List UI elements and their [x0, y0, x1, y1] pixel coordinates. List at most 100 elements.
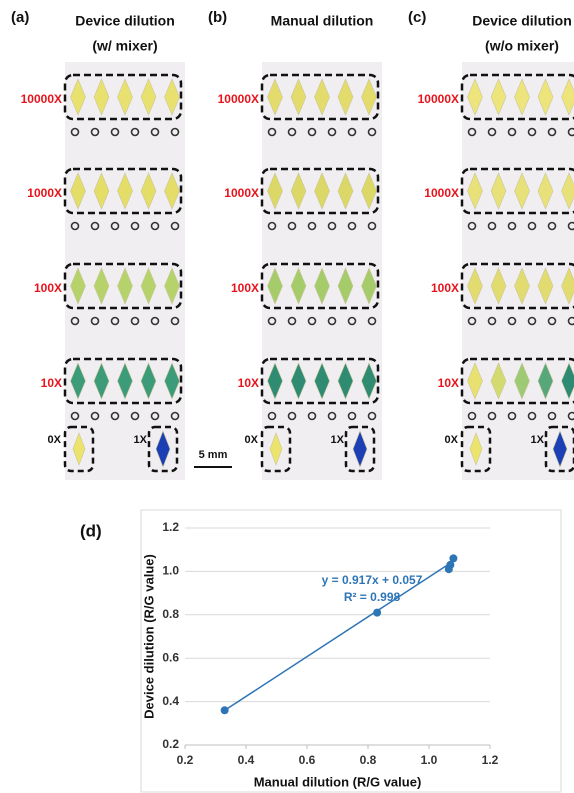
hole: [110, 127, 120, 137]
chamber: [93, 362, 110, 400]
hole: [307, 127, 317, 137]
chamber: [537, 78, 554, 116]
chamber: [164, 172, 180, 210]
chamber: [514, 78, 530, 116]
hole: [467, 411, 477, 421]
x-tick-label: 0.8: [360, 753, 377, 767]
hole: [307, 411, 317, 421]
zero-label: 0X: [48, 434, 62, 446]
chamber: [467, 172, 483, 210]
hole: [130, 127, 140, 137]
trendline: [224, 560, 454, 711]
chamber: [290, 267, 307, 305]
zero-box: [460, 425, 492, 473]
hole: [327, 221, 337, 231]
x-tick-label: 1.0: [421, 753, 438, 767]
hole: [527, 411, 537, 421]
chamber: [561, 78, 574, 116]
zero-box: [260, 425, 292, 473]
chamber: [337, 267, 354, 305]
hole: [287, 127, 297, 137]
one-box: [344, 425, 376, 473]
trend-r2: R² = 0.998: [344, 590, 401, 604]
row-box: [63, 167, 183, 215]
y-tick-label: 0.6: [162, 650, 179, 664]
panel-label: (a): [11, 9, 29, 26]
hole: [567, 127, 574, 137]
row-box: [460, 167, 574, 215]
row-box: [260, 357, 380, 405]
hole: [150, 316, 160, 326]
hole: [347, 221, 357, 231]
trend-equation: y = 0.917x + 0.057: [322, 573, 423, 587]
hole: [527, 316, 537, 326]
panel-title: Manual dilution: [271, 13, 374, 29]
chamber: [140, 362, 157, 400]
chamber: [314, 78, 330, 116]
row-label: 10000X: [418, 92, 459, 106]
photo-panel: [460, 62, 574, 480]
chamber: [93, 172, 110, 210]
chamber: [561, 267, 574, 305]
point: [373, 608, 382, 617]
chamber: [290, 78, 307, 116]
hole: [487, 221, 497, 231]
hole: [70, 221, 80, 231]
chamber: [290, 362, 307, 400]
hole: [130, 411, 140, 421]
hole: [507, 221, 517, 231]
one-box: [147, 425, 179, 473]
chamber: [314, 172, 330, 210]
hole: [467, 316, 477, 326]
chamber: [561, 172, 574, 210]
hole: [170, 316, 180, 326]
one-label: 1X: [134, 434, 148, 446]
hole: [347, 127, 357, 137]
chamber: [155, 430, 171, 468]
point: [446, 560, 455, 569]
hole: [150, 127, 160, 137]
hole: [367, 221, 377, 231]
y-tick-label: 1.2: [162, 520, 179, 534]
one-box: [544, 425, 574, 473]
hole: [507, 411, 517, 421]
hole: [70, 411, 80, 421]
chamber: [267, 267, 283, 305]
row-label: 100X: [34, 281, 62, 295]
chamber: [290, 172, 307, 210]
chamber: [337, 362, 354, 400]
chamber: [514, 362, 530, 400]
chamber: [140, 172, 157, 210]
chamber: [337, 78, 354, 116]
chamber: [117, 267, 133, 305]
row-label: 1000X: [27, 186, 62, 200]
row-box: [460, 357, 574, 405]
x-tick-label: 0.6: [299, 753, 316, 767]
hole: [347, 316, 357, 326]
hole: [110, 316, 120, 326]
chamber: [469, 432, 483, 466]
hole: [150, 411, 160, 421]
panel-title: Device dilution: [75, 13, 175, 29]
chamber: [537, 267, 554, 305]
chamber: [467, 267, 483, 305]
x-tick-label: 0.2: [177, 753, 194, 767]
zero-label: 0X: [445, 434, 459, 446]
hole: [90, 411, 100, 421]
row-box: [63, 262, 183, 310]
chamber: [467, 78, 483, 116]
one-label: 1X: [331, 434, 345, 446]
panel-title: (w/o mixer): [485, 38, 559, 54]
chamber: [490, 267, 507, 305]
hole: [267, 411, 277, 421]
row-label: 1000X: [224, 186, 259, 200]
zero-label: 0X: [245, 434, 259, 446]
x-tick-label: 0.4: [238, 753, 255, 767]
hole: [367, 127, 377, 137]
row-box: [63, 357, 183, 405]
x-axis-title: Manual dilution (R/G value): [254, 774, 422, 789]
y-tick-label: 1.0: [162, 564, 179, 578]
chamber: [361, 172, 377, 210]
